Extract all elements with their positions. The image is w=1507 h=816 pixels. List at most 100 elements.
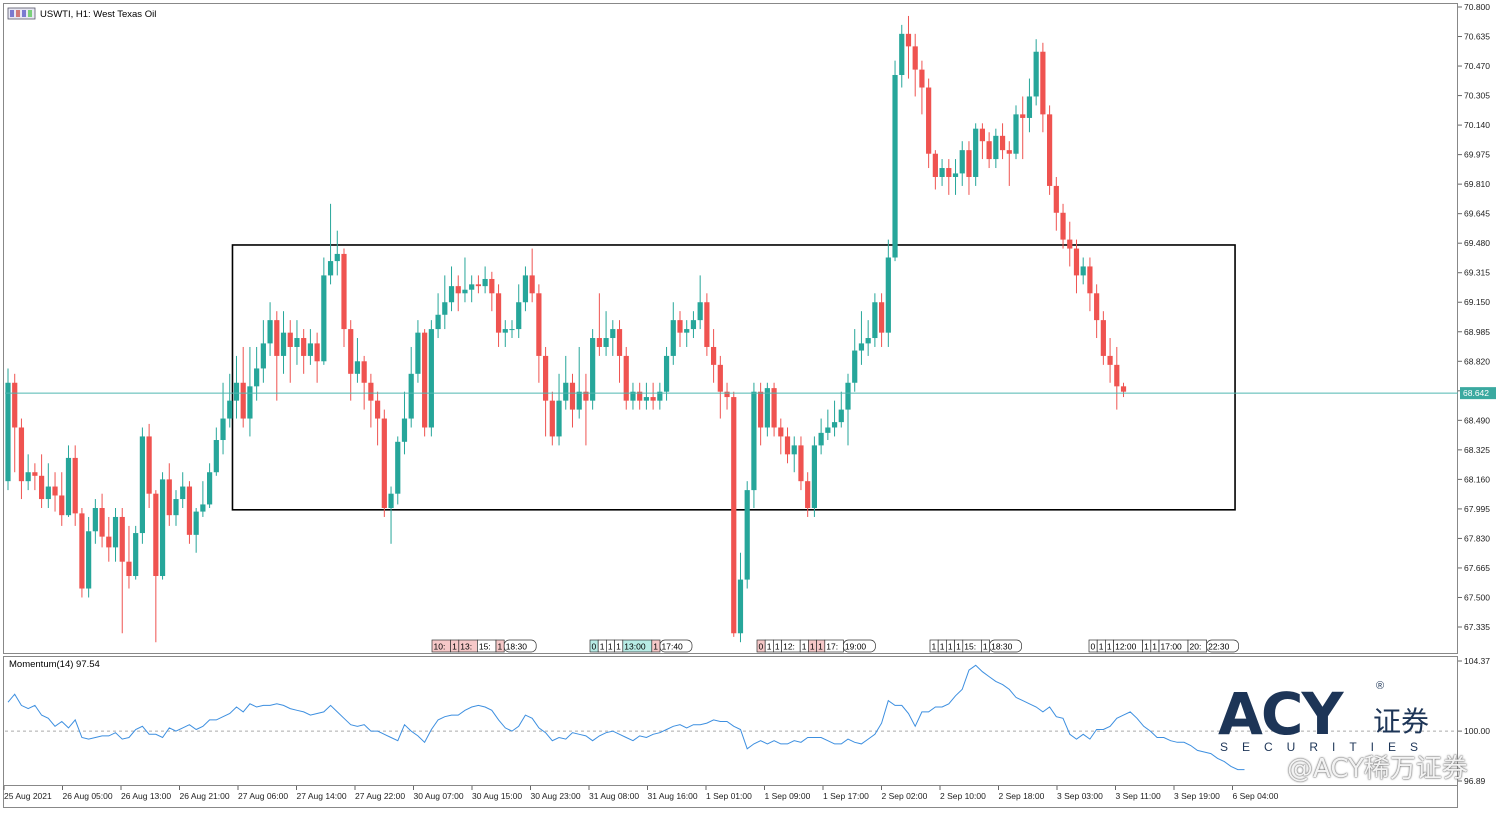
candle-body [173, 499, 179, 516]
candle-body [375, 400, 381, 419]
event-marker-label: 18:30 [991, 642, 1013, 652]
candle-body [825, 427, 831, 433]
candle [852, 329, 858, 392]
candle-body [126, 561, 132, 577]
candle-body [428, 329, 434, 428]
acy-logo: ACY ® 证券 SECURITIES [1218, 680, 1498, 790]
candle-body [5, 382, 11, 482]
candle [408, 346, 414, 428]
candle-body [704, 302, 710, 347]
candle-body [354, 361, 361, 374]
event-marker-label: 1 [810, 642, 815, 652]
candle-body [469, 284, 475, 290]
candle-body [52, 486, 58, 496]
candle [885, 239, 891, 347]
candle-body [227, 400, 233, 419]
event-marker-label: 17: [826, 642, 838, 652]
y-tick-label: 67.500 [1464, 592, 1490, 602]
candle [233, 355, 240, 419]
event-marker-label: 15: [964, 642, 976, 652]
event-marker-group[interactable]: 0 1 1 12:00 1 1 17:00 20: 22:30 [1088, 639, 1239, 653]
candle-body [287, 332, 293, 347]
candle-body [79, 513, 85, 589]
candle-body [798, 445, 804, 482]
event-marker-label: 1 [600, 642, 605, 652]
candle-body [294, 338, 300, 347]
candle [811, 436, 817, 517]
candle [475, 275, 481, 294]
candle [825, 409, 831, 441]
candle-body [993, 135, 999, 160]
candle [979, 123, 985, 160]
candle [153, 490, 159, 643]
y-tick-label: 68.820 [1464, 356, 1490, 366]
candle [1020, 96, 1026, 160]
candle [247, 346, 253, 437]
candle-body [408, 373, 414, 419]
candle-body [932, 153, 938, 177]
event-marker-label: 12: [783, 642, 795, 652]
event-marker-box[interactable] [843, 639, 876, 653]
candle [1094, 284, 1100, 339]
x-tick-label: 26 Aug 21:00 [180, 791, 230, 801]
candle-body [448, 286, 455, 303]
candle [704, 293, 710, 356]
event-marker-box[interactable] [503, 639, 537, 653]
candle-body [899, 33, 905, 75]
chart-window-icon[interactable] [7, 7, 36, 20]
candle-body [12, 382, 18, 428]
candle [287, 320, 293, 383]
event-marker-group[interactable]: 1 1 1 1 15: 1 18:30 [929, 639, 1022, 653]
candle-body [1033, 51, 1039, 97]
candle [563, 355, 569, 410]
candle [112, 508, 119, 562]
event-marker-box[interactable] [989, 639, 1022, 653]
candle-body [543, 355, 549, 401]
candle-body [516, 302, 522, 330]
candle-body [401, 418, 408, 442]
candle [1060, 203, 1066, 249]
candle-body [1006, 150, 1012, 154]
candle-body [1100, 320, 1106, 356]
candle-body [435, 314, 441, 330]
x-tick-label: 27 Aug 22:00 [355, 791, 405, 801]
candle-body [563, 382, 569, 401]
candle-body [475, 284, 481, 287]
logo-cn-text: 证券 [1373, 705, 1430, 738]
candle-body [1073, 248, 1080, 276]
candle-body [45, 486, 51, 500]
candle [1013, 105, 1019, 160]
candle [482, 266, 488, 294]
candle-body [852, 350, 858, 383]
chart-title: USWTI, H1: West Texas Oil [40, 9, 156, 20]
candle-body [186, 486, 193, 535]
event-marker-box[interactable] [1206, 639, 1239, 653]
event-marker-label: 1 [802, 642, 807, 652]
candle [596, 293, 602, 356]
event-marker-group[interactable]: 10: 1 13: 15: 1 18:30 [431, 639, 537, 653]
candle [12, 373, 18, 473]
logo-securities-text: SECURITIES [1220, 740, 1433, 754]
candle [932, 150, 938, 190]
event-marker-label: 13: [460, 642, 472, 652]
candle [1087, 257, 1093, 312]
y-tick-label: 67.995 [1464, 504, 1490, 514]
candle-body [213, 440, 219, 473]
candle-body [744, 490, 750, 580]
candle-body [677, 320, 683, 333]
candle [616, 320, 623, 383]
candle-body [139, 436, 145, 534]
candle [590, 329, 596, 410]
candle-body [999, 135, 1006, 151]
candle-body [1080, 266, 1086, 276]
event-marker-box[interactable] [659, 639, 693, 653]
candle [442, 275, 448, 330]
event-marker-label: 18:30 [506, 642, 528, 652]
event-marker-group[interactable]: 0 1 1 1 13:00 1 17:40 [589, 639, 693, 653]
candle [32, 463, 38, 491]
candle [448, 266, 455, 312]
event-marker-group[interactable]: 0 1 1 12: 1 1 1 17: 19:00 [756, 639, 876, 653]
event-marker-label: 1 [608, 642, 613, 652]
candle-body [697, 302, 703, 321]
